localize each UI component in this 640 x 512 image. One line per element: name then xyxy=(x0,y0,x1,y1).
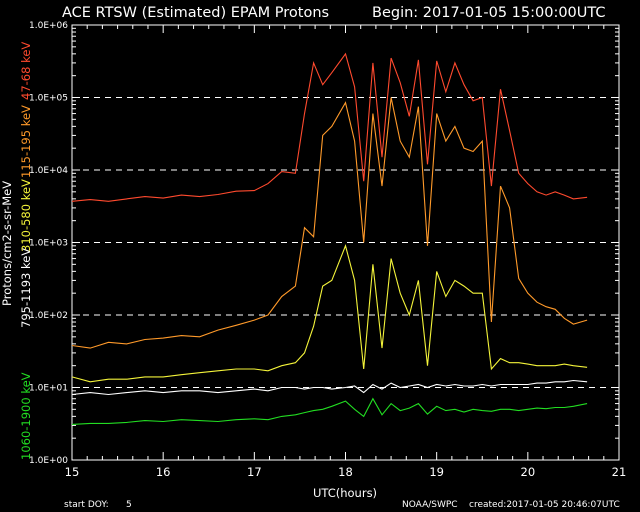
chart-title: ACE RTSW (Estimated) EPAM Protons xyxy=(62,5,329,21)
series-line-1060-1900-kev xyxy=(71,397,588,425)
y-tick-label: 1.0E+06 xyxy=(29,21,68,31)
grid-lines xyxy=(72,97,619,388)
y-tick-label: 1.0E+05 xyxy=(29,94,68,104)
data-series xyxy=(71,52,588,425)
agency-label: NOAA/SWPC xyxy=(402,500,458,510)
axis-ticks: 1.0E+00 1.0E+01 1.0E+02 1.0E+03 1.0E+04 1.0E+… xyxy=(29,21,626,479)
y-tick-label: 1.0E+00 xyxy=(29,456,68,466)
x-axis-label: UTC(hours) xyxy=(313,486,377,500)
y-tick-label: 1.0E+03 xyxy=(29,239,68,249)
start-doy-value: 5 xyxy=(126,500,132,510)
y-axis-label: Protons/cm2-s-sr-MeV xyxy=(0,181,14,306)
legend-47-68: 47-68 keV xyxy=(19,42,33,100)
series-line-115-195-kev xyxy=(71,97,588,349)
start-doy-label: start DOY: xyxy=(64,500,109,510)
x-tick-label: 15 xyxy=(65,465,80,479)
series-line-795-1193-kev xyxy=(71,379,588,396)
legend-795-1193: 795-1193 keV xyxy=(19,248,33,328)
legend-1060-1900: 1060-1900 keV xyxy=(19,372,33,460)
series-line-47-68-kev xyxy=(71,52,588,202)
y-tick-label: 1.0E+04 xyxy=(29,166,68,176)
legend-310-580: 310-580 keV xyxy=(19,179,33,252)
x-tick-label: 21 xyxy=(612,465,627,479)
series-line-310-580-kev xyxy=(71,244,588,383)
created-timestamp: created:2017-01-05 20:46:07UTC xyxy=(469,500,620,510)
x-tick-label: 20 xyxy=(521,465,536,479)
x-tick-label: 18 xyxy=(338,465,353,479)
y-tick-label: 1.0E+01 xyxy=(29,384,68,394)
y-tick-label: 1.0E+02 xyxy=(29,311,68,321)
x-tick-label: 17 xyxy=(247,465,262,479)
begin-time: Begin: 2017-01-05 15:00:00UTC xyxy=(372,5,606,21)
x-tick-label: 19 xyxy=(429,465,444,479)
legend-115-195: 115-195 keV xyxy=(19,105,33,178)
x-tick-label: 16 xyxy=(156,465,171,479)
